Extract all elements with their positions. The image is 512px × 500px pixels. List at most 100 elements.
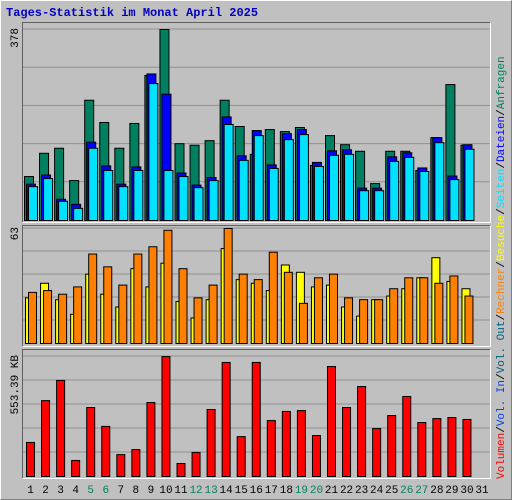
- bar: [133, 169, 144, 222]
- x-tick-label: 29: [445, 485, 458, 497]
- bar: [101, 425, 111, 478]
- bar: [88, 147, 99, 222]
- bar: [28, 186, 38, 222]
- bar: [298, 302, 308, 345]
- bar: [146, 402, 156, 477]
- bar: [221, 361, 231, 477]
- bar: [417, 422, 427, 477]
- bar: [206, 408, 216, 477]
- bar: [118, 186, 129, 222]
- bar: [283, 139, 294, 221]
- bar: [148, 246, 158, 344]
- x-tick-label: 6: [102, 485, 109, 497]
- bar: [163, 169, 174, 222]
- legend-separator: /: [496, 261, 508, 268]
- bar: [208, 180, 219, 222]
- x-tick-label: 9: [148, 485, 155, 497]
- bar: [43, 178, 54, 222]
- legend-entry: Volumen: [496, 433, 508, 479]
- bar: [163, 229, 173, 344]
- legend-separator: /: [496, 373, 508, 380]
- bar: [103, 169, 114, 222]
- legend-separator: /: [496, 314, 508, 321]
- bar: [208, 284, 218, 345]
- bar: [268, 251, 278, 345]
- bar: [374, 190, 385, 222]
- x-tick-label: 3: [57, 485, 64, 497]
- bar: [344, 297, 354, 345]
- x-tick-label: 15: [235, 485, 248, 497]
- bar: [223, 123, 234, 221]
- x-tick-label: 20: [310, 485, 323, 497]
- bar: [329, 273, 338, 344]
- bar: [58, 293, 68, 345]
- legend-entry: Anfragen: [496, 56, 508, 109]
- x-tick-label: 4: [72, 485, 79, 497]
- bar: [266, 420, 276, 478]
- x-tick-label: 31: [475, 485, 489, 497]
- bar: [359, 190, 370, 222]
- bar: [118, 284, 128, 345]
- x-tick-label: 19: [295, 485, 308, 497]
- x-tick-label: 16: [250, 485, 263, 497]
- bar: [327, 366, 336, 477]
- bar: [43, 290, 53, 345]
- bar: [372, 428, 382, 478]
- bar: [26, 441, 35, 477]
- y-tick-label: 553.39 KB: [10, 355, 22, 415]
- bar: [449, 179, 460, 221]
- bar: [238, 159, 249, 222]
- bar: [116, 454, 126, 478]
- panel-bevel: [22, 22, 491, 223]
- x-tick-label: 11: [174, 485, 188, 497]
- chart-title: Tages-Statistik im Monat April 2025: [6, 6, 258, 20]
- panel-bevel: [22, 349, 491, 479]
- bar: [73, 286, 83, 344]
- legend-entry: Seiten: [496, 169, 508, 209]
- legend-entry: Dateien: [496, 116, 508, 162]
- legend-separator: /: [496, 109, 508, 116]
- x-tick-label: 22: [340, 485, 353, 497]
- bar: [359, 299, 369, 345]
- x-tick-label: 27: [415, 485, 428, 497]
- bar: [236, 436, 246, 477]
- bar: [88, 253, 98, 344]
- x-tick-label: 5: [87, 485, 94, 497]
- y-tick-label: 378: [10, 28, 22, 48]
- bar: [86, 407, 96, 478]
- y-tick-label: 63: [10, 227, 22, 240]
- bar: [313, 165, 324, 222]
- bar: [462, 418, 472, 477]
- x-tick-label: 13: [204, 485, 217, 497]
- bar: [131, 449, 141, 477]
- x-tick-label: 25: [385, 485, 398, 497]
- x-tick-label: 30: [460, 485, 473, 497]
- bar: [344, 153, 355, 222]
- bar: [342, 407, 352, 478]
- bar: [447, 417, 457, 478]
- bar: [71, 459, 81, 478]
- bar: [133, 253, 143, 344]
- bar: [58, 200, 69, 221]
- x-tick-label: 23: [355, 485, 368, 497]
- bar: [389, 288, 399, 345]
- bar: [193, 187, 204, 221]
- bar: [73, 207, 84, 221]
- bar: [178, 268, 188, 344]
- bar: [313, 277, 323, 344]
- bar: [148, 83, 159, 222]
- bar: [268, 167, 279, 222]
- bar: [389, 160, 400, 221]
- panel-bevel: [22, 225, 491, 347]
- bar: [298, 134, 309, 221]
- bar: [464, 295, 474, 344]
- bar: [296, 410, 306, 477]
- x-tick-label: 17: [265, 485, 278, 497]
- bar: [193, 297, 203, 345]
- bar: [28, 291, 37, 344]
- bar: [464, 148, 475, 221]
- bar: [283, 271, 293, 344]
- bar: [251, 361, 261, 477]
- bar: [161, 356, 171, 477]
- bar: [311, 435, 321, 477]
